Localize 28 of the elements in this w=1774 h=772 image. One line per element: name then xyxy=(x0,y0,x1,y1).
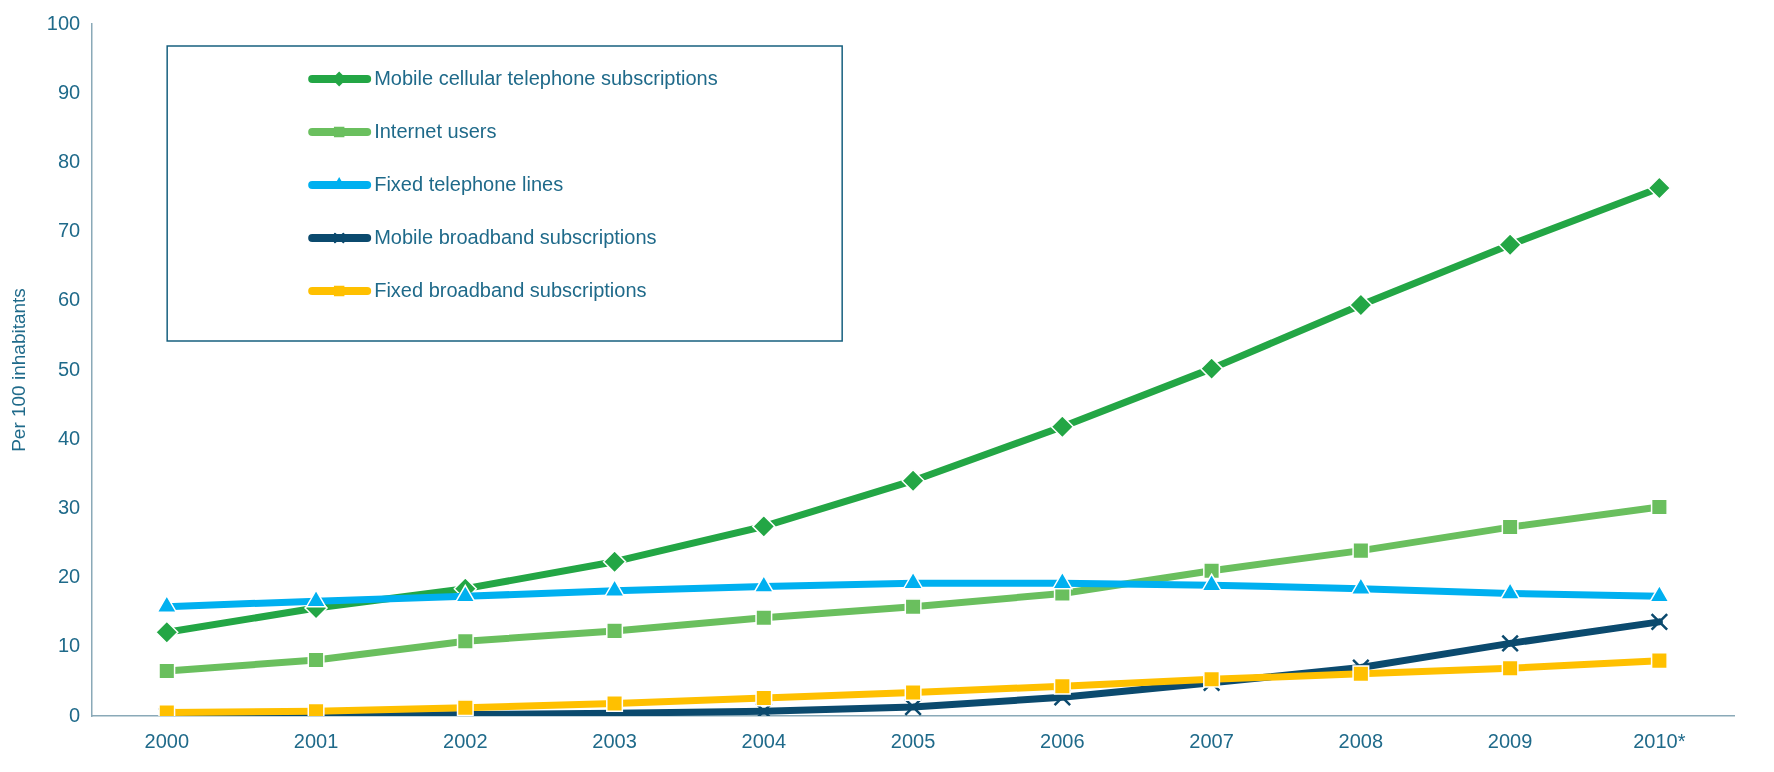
x-tick-label: 2008 xyxy=(1338,729,1384,752)
y-tick-label: 0 xyxy=(69,703,81,726)
y-tick-label: 50 xyxy=(57,357,81,380)
x-tick-label: 2007 xyxy=(1189,729,1234,752)
y-axis-title: Per 100 inhabitants xyxy=(7,288,29,452)
y-tick-label: 20 xyxy=(57,565,81,588)
x-tick-label: 2010* xyxy=(1633,729,1686,752)
x-tick-label: 2000 xyxy=(144,729,190,752)
x-tick-label: 2001 xyxy=(293,729,339,752)
y-tick-label: 100 xyxy=(46,11,81,34)
x-tick-label: 2005 xyxy=(890,729,936,752)
legend-label: Fixed broadband subscriptions xyxy=(374,278,647,301)
x-tick-label: 2009 xyxy=(1487,729,1533,752)
x-tick-label: 2004 xyxy=(741,729,787,752)
y-tick-label: 10 xyxy=(57,634,81,657)
legend-label: Internet users xyxy=(374,119,497,142)
y-tick-label: 60 xyxy=(57,288,81,311)
y-tick-label: 70 xyxy=(57,219,81,242)
x-tick-label: 2006 xyxy=(1040,729,1085,752)
legend-label: Mobile broadband subscriptions xyxy=(374,225,657,248)
y-tick-label: 40 xyxy=(57,426,81,449)
y-tick-label: 90 xyxy=(57,80,81,103)
x-tick-label: 2002 xyxy=(443,729,488,752)
x-tick-label: 2003 xyxy=(592,729,637,752)
legend-label: Fixed telephone lines xyxy=(374,172,564,195)
y-tick-label: 30 xyxy=(57,495,81,518)
legend-label: Mobile cellular telephone subscriptions xyxy=(374,66,718,89)
y-tick-label: 80 xyxy=(57,149,81,172)
